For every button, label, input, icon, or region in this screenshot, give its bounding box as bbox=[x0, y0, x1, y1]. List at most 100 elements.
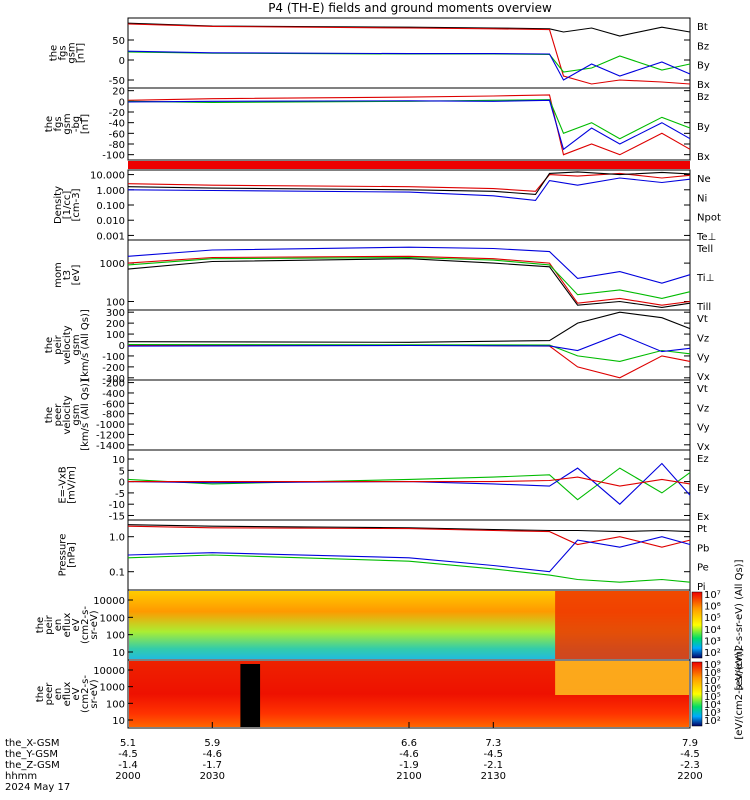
ylabel-line: en bbox=[53, 688, 64, 701]
ylabel-line: velocity bbox=[62, 325, 73, 364]
xaxis-value: 5.1 bbox=[120, 738, 136, 749]
legend-label-Vt: Vt bbox=[697, 314, 708, 325]
spectrogram-hot-region bbox=[555, 591, 689, 659]
xaxis-value: 7.9 bbox=[682, 738, 698, 749]
ytick-label: 0 bbox=[119, 478, 125, 489]
ylabel-line: (cm2-s- bbox=[80, 675, 91, 713]
ylabel-line: [nT] bbox=[80, 114, 91, 134]
ytick-label: 1000 bbox=[100, 683, 125, 694]
ytick-label: 100 bbox=[106, 631, 125, 642]
xaxis-row-label: the_X-GSM bbox=[5, 738, 59, 749]
ylabel-line: (cm2-s- bbox=[80, 606, 91, 644]
xaxis-value: -1.7 bbox=[203, 760, 223, 771]
colorbar-tick-label: 10² bbox=[704, 648, 721, 659]
colorbar-label: [eV/(cm2-s-sr-eV)] bbox=[734, 648, 745, 739]
ytick-label: 50 bbox=[112, 36, 125, 47]
ytick-label: 0.010 bbox=[96, 216, 125, 227]
ytick-label: 10 bbox=[112, 648, 125, 659]
ylabel-line: gsm bbox=[62, 113, 73, 134]
series-line-Vt bbox=[127, 311, 691, 343]
series-line-Till bbox=[127, 256, 691, 299]
ytick-label: 1.0 bbox=[109, 533, 125, 544]
ytick-label: -1200 bbox=[96, 430, 125, 441]
series-line-Bz bbox=[127, 94, 691, 156]
ylabel-line: peer bbox=[44, 682, 55, 706]
ylabel-line: [mV/m] bbox=[67, 466, 78, 504]
legend-label-Vz: Vz bbox=[697, 333, 709, 344]
ytick-label: 1000 bbox=[100, 613, 125, 624]
spectrogram-bright-region bbox=[555, 661, 689, 695]
ylabel-line: eflux bbox=[62, 682, 73, 707]
xaxis-value: -4.5 bbox=[680, 749, 700, 760]
colorbar-9 bbox=[691, 591, 703, 659]
series-line-Vx bbox=[127, 333, 691, 353]
legend-label-Pe: Pe bbox=[697, 563, 709, 574]
panel-frame-7 bbox=[127, 449, 691, 521]
ylabel-line: en bbox=[53, 619, 64, 632]
xaxis-value: 5.9 bbox=[204, 738, 220, 749]
colorbar-tick-label: 10⁶ bbox=[704, 602, 721, 613]
legend-label-Ni: Ni bbox=[697, 193, 707, 204]
plot-title: P4 (TH-E) fields and ground moments over… bbox=[268, 1, 552, 15]
ytick-label: 0 bbox=[119, 97, 125, 108]
series-line-Te⊥ bbox=[127, 255, 691, 306]
xaxis-row-label: the_Z-GSM bbox=[5, 760, 60, 771]
legend-label-Npot: Npot bbox=[697, 213, 721, 224]
ytick-label: 300 bbox=[106, 308, 125, 319]
legend-label-Pt: Pt bbox=[697, 524, 707, 535]
ytick-label: 10000 bbox=[93, 596, 125, 607]
xaxis-date: 2024 May 17 bbox=[5, 782, 70, 793]
series-line-Bt bbox=[127, 22, 691, 37]
ylabel-line: the bbox=[35, 617, 46, 633]
legend-label-Bx: Bx bbox=[697, 152, 710, 163]
ylabel-line: gsm bbox=[71, 404, 82, 425]
ytick-label: -50 bbox=[109, 76, 125, 87]
legend-label-Vx: Vx bbox=[697, 372, 710, 383]
ytick-label: 10.000 bbox=[90, 171, 125, 182]
ylabel-line: peer bbox=[53, 403, 64, 427]
legend-label-Vy: Vy bbox=[697, 423, 710, 434]
ytick-label: -800 bbox=[102, 410, 125, 421]
colorbar-tick-label: 10⁵ bbox=[704, 613, 721, 624]
legend-label-Vz: Vz bbox=[697, 403, 709, 414]
legend-label-Pi: Pi bbox=[697, 582, 706, 593]
ylabel-line: the bbox=[44, 337, 55, 353]
ytick-label: 200 bbox=[106, 319, 125, 330]
colorbar-tick-label: 10³ bbox=[704, 708, 721, 719]
legend-label-Vy: Vy bbox=[697, 353, 710, 364]
legend-label-Bt: Bt bbox=[697, 22, 708, 33]
ytick-label: 0.1 bbox=[109, 568, 125, 579]
series-line-Ex bbox=[127, 462, 691, 505]
colorbar-tick-label: 10⁷ bbox=[704, 676, 721, 687]
legend-label-Ne: Ne bbox=[697, 174, 711, 185]
series-line-Npot bbox=[127, 177, 691, 201]
colorbar-tick-label: 10³ bbox=[704, 636, 721, 647]
ylabel-line: gsm bbox=[71, 334, 82, 355]
ylabel-line: eV bbox=[71, 618, 82, 631]
ytick-label: -100 bbox=[102, 151, 125, 162]
xaxis-value: -1.4 bbox=[118, 760, 138, 771]
ytick-label: -100 bbox=[102, 352, 125, 363]
xaxis-value: 6.6 bbox=[401, 738, 417, 749]
legend-label-Vt: Vt bbox=[697, 384, 708, 395]
ytick-label: 0 bbox=[119, 56, 125, 67]
ylabel-line: fgs bbox=[58, 45, 69, 60]
legend-label-Till: Till bbox=[696, 302, 711, 313]
ytick-label: -10 bbox=[109, 500, 125, 511]
legend-label-Ez: Ez bbox=[697, 454, 709, 465]
legend-label-Te⊥: Te⊥ bbox=[696, 232, 716, 243]
ytick-label: 10 bbox=[112, 716, 125, 727]
ylabel-line: [eV] bbox=[71, 265, 82, 286]
colorbar-tick-label: 10⁸ bbox=[704, 668, 721, 679]
xaxis-row-label: the_Y-GSM bbox=[5, 749, 58, 760]
ytick-label: 100 bbox=[106, 297, 125, 308]
legend-label-Ti⊥: Ti⊥ bbox=[696, 273, 714, 284]
ytick-label: -60 bbox=[109, 129, 125, 140]
ylabel-line: -bg bbox=[71, 116, 82, 132]
colorbar-tick-label: 10² bbox=[704, 716, 721, 727]
xaxis-value: -4.6 bbox=[399, 749, 419, 760]
ylabel-line: [nPa] bbox=[67, 542, 78, 568]
ylabel-line: velocity bbox=[62, 395, 73, 434]
series-line-By bbox=[127, 51, 691, 73]
series-line-Bz bbox=[127, 23, 691, 85]
